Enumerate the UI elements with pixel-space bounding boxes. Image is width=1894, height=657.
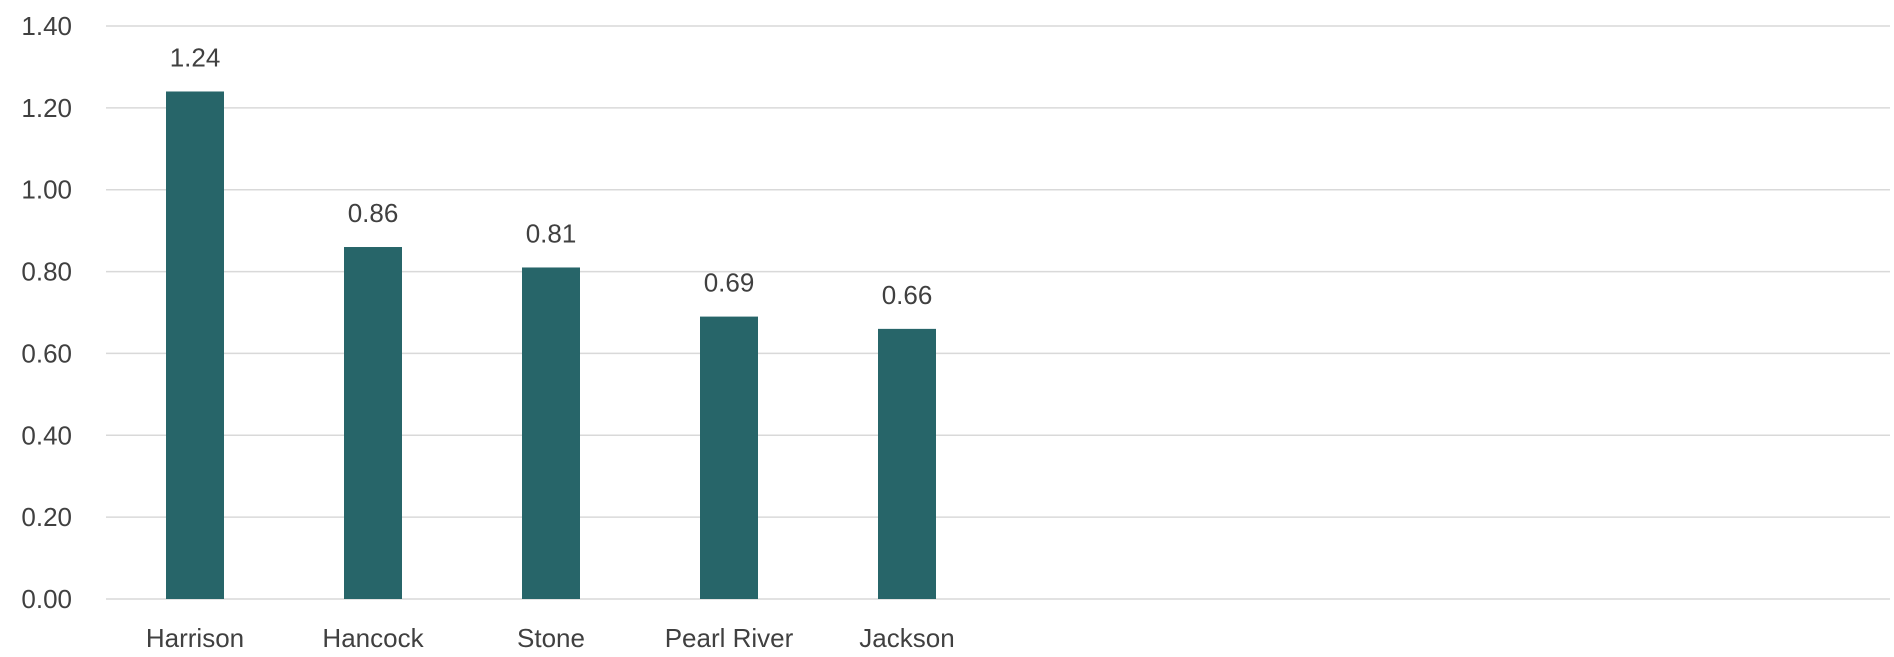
bar-pearl-river: [700, 316, 758, 599]
data-label: 0.66: [882, 280, 933, 310]
y-tick-label: 0.40: [21, 420, 72, 450]
y-axis-tick-labels: 0.00 0.20 0.40 0.60 0.80 1.00 1.20 1.40: [21, 11, 72, 614]
bar-hancock: [344, 247, 402, 599]
data-label: 0.86: [348, 198, 399, 228]
bar-stone: [522, 267, 580, 599]
data-labels: 1.24 0.86 0.81 0.69 0.66: [170, 42, 933, 309]
y-tick-label: 0.20: [21, 502, 72, 532]
x-axis-tick-labels: Harrison Hancock Stone Pearl River Jackson: [146, 623, 955, 653]
y-tick-label: 1.40: [21, 11, 72, 41]
x-tick-label: Stone: [517, 623, 585, 653]
y-tick-label: 1.20: [21, 93, 72, 123]
data-label: 1.24: [170, 42, 221, 72]
x-tick-label: Hancock: [322, 623, 424, 653]
bar-harrison: [166, 91, 224, 599]
x-tick-label: Pearl River: [665, 623, 794, 653]
y-tick-label: 0.60: [21, 338, 72, 368]
y-tick-label: 0.00: [21, 584, 72, 614]
x-tick-label: Harrison: [146, 623, 244, 653]
data-label: 0.69: [704, 268, 755, 298]
gridlines: [106, 25, 1890, 600]
x-tick-label: Jackson: [859, 623, 954, 653]
bar-jackson: [878, 328, 936, 599]
y-tick-label: 0.80: [21, 257, 72, 287]
y-tick-label: 1.00: [21, 175, 72, 205]
data-label: 0.81: [526, 218, 577, 248]
bars: [166, 91, 936, 599]
